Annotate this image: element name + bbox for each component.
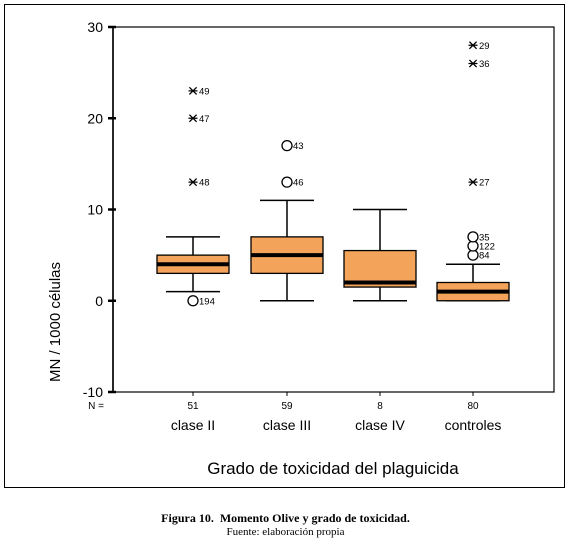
y-tick-label: -10 xyxy=(83,384,103,400)
outlier-label: 46 xyxy=(293,178,304,189)
outlier-label: 35 xyxy=(479,232,490,243)
y-tick-label: 20 xyxy=(87,110,103,126)
y-tick-label: 0 xyxy=(95,293,103,309)
outlier-label: 29 xyxy=(479,41,490,52)
outlier-star xyxy=(188,114,198,123)
outlier-star xyxy=(468,59,478,68)
box-group-3 xyxy=(343,208,417,302)
outlier-circle xyxy=(281,176,293,188)
outlier-label: 48 xyxy=(199,178,210,189)
category-labels: 51 clase II 59 clase III 8 clase IV 80 controle… xyxy=(171,392,502,433)
outlier-circle xyxy=(281,139,293,152)
outlier-star xyxy=(188,178,198,187)
outlier-circle xyxy=(187,295,199,307)
box-group-4 xyxy=(436,263,510,302)
outlier-label: 122 xyxy=(479,242,495,253)
n-value: 80 xyxy=(467,401,479,412)
y-tick-label: 30 xyxy=(87,19,103,35)
y-axis-label: MN / 1000 células xyxy=(47,262,64,382)
outlier-label: 194 xyxy=(199,296,215,307)
figure-number: Figura 10. xyxy=(161,511,214,525)
y-tick-label: 10 xyxy=(87,202,103,218)
x-axis-label: Grado de toxicidad del plaguicida xyxy=(207,459,459,478)
outlier-star xyxy=(188,86,198,95)
outlier-label: 84 xyxy=(479,251,490,262)
boxes-layer xyxy=(156,199,510,302)
box-group-1 xyxy=(156,236,230,293)
outlier-circle xyxy=(467,231,479,243)
outlier-label: 47 xyxy=(199,114,210,125)
outlier-label: 43 xyxy=(293,141,304,152)
n-value: 59 xyxy=(281,401,293,412)
n-value: 8 xyxy=(377,401,383,412)
outlier-star xyxy=(468,178,478,187)
box-group-2 xyxy=(250,199,324,302)
outlier-label: 27 xyxy=(479,178,490,189)
figure-source: Fuente: elaboración propia xyxy=(226,526,345,538)
figure-caption: Figura 10. Momento Olive y grado de toxic… xyxy=(0,511,571,526)
category-label: clase IV xyxy=(355,417,405,433)
category-label: controles xyxy=(445,417,502,433)
y-axis-ticks: -10 0 10 20 30 xyxy=(83,19,116,400)
category-label: clase II xyxy=(171,417,215,433)
figure-title: Momento Olive y grado de toxicidad. xyxy=(219,511,410,525)
outlier-label: 49 xyxy=(199,86,210,97)
plot-area xyxy=(112,26,555,393)
outlier-label: 36 xyxy=(479,59,490,70)
outlier-star xyxy=(468,41,478,50)
n-value: 51 xyxy=(187,401,199,412)
n-label: N = xyxy=(88,401,104,412)
category-label: clase III xyxy=(263,417,311,433)
